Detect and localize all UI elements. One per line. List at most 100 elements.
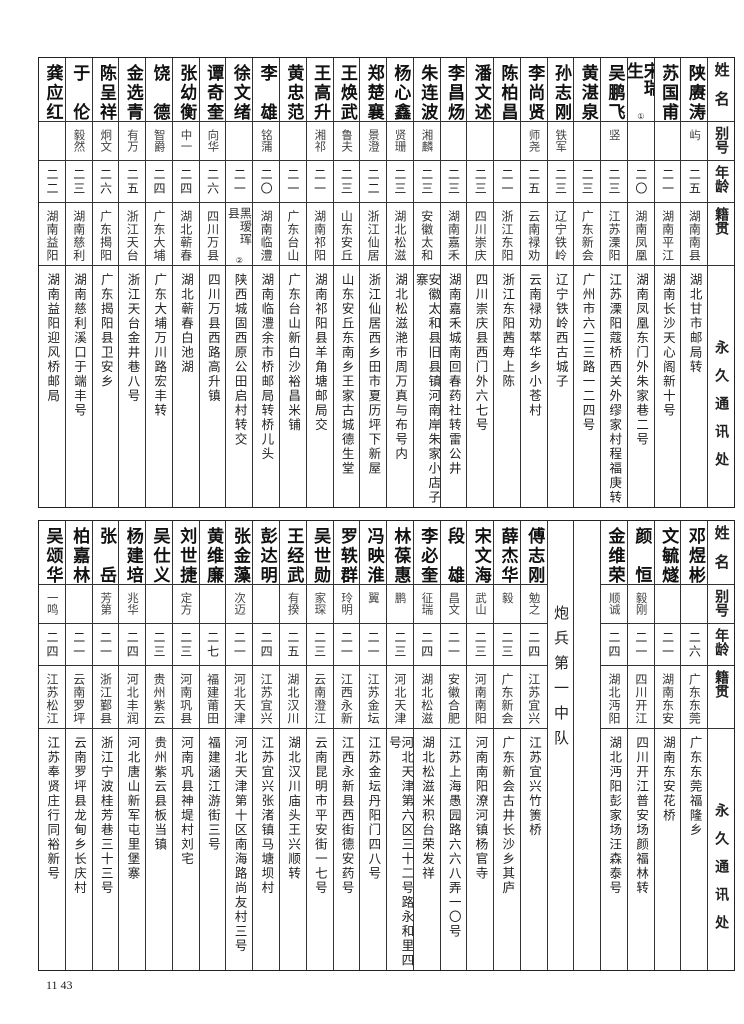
person-name: 薛杰华 [497,526,518,583]
person-native: 广东新会 [499,673,514,725]
native-cell: 浙江仙居 [360,203,387,266]
person-native: 湖北沔阳 [607,673,622,725]
person-age: 二一 [660,168,675,196]
person-name: 李雄 [256,63,277,120]
address-cell: 广东台山新白沙裕昌米铺 [280,266,306,507]
person-name: 谭奇奎 [203,63,224,120]
address-cell: 河北天津第六区三十二号路永和里四号 [387,729,413,970]
person-age: 二三 [152,631,167,659]
person-name: 颜恒 [631,526,652,583]
native-cell: 黑瑷珲县 ② [226,203,253,266]
native-cell: 广东新会 [494,666,520,729]
alias-cell: 定方 [172,585,199,624]
person-age: 二三 [473,168,488,196]
person-address: 湖南东安花桥 [660,736,676,823]
alias-cell: 兆华 [119,585,146,624]
person-native: 江苏宜兴 [526,673,541,725]
native-cell: 湖南益阳 [39,203,65,266]
person-name: 王高升 [310,63,331,120]
person-age: 二三 [553,168,568,196]
person-address: 广东台山新白沙裕昌米铺 [286,273,302,433]
alias-cell: 毅然 [65,122,92,161]
native-cell: 云南澄江 [306,666,333,729]
person-age: 二一 [366,631,381,659]
header-label-name: 姓名 [712,62,731,120]
native-cell: 福建莆田 [199,666,226,729]
person-native: 湖北松滋 [392,210,407,262]
person-column: 黄维廉 二七 福建莆田 福建涵江游街三号 [198,521,226,970]
person-column: 吴仕义 二三 贵州紫云 贵州紫云县板当镇 [145,521,172,970]
age-cell: 二三 [574,161,601,203]
person-alias: 湘祁 [313,129,328,152]
name-cell: 李尚贤 [520,58,547,122]
name-cell: 郑楚襄 [360,58,387,122]
person-alias: 毅然 [72,129,87,152]
native-cell: 江西永新 [333,666,360,729]
alias-cell: 竖 [601,122,627,161]
person-address: 江苏宜兴竹箦桥 [527,736,542,838]
person-name: 柏嘉林 [69,526,90,583]
age-cell: 二四 [520,624,547,666]
alias-cell: 炯文 [92,122,119,161]
native-cell: 湖北沔阳 [601,666,627,729]
person-native: 浙江仙居 [366,210,381,262]
native-cell: 湖南临澧 [253,203,279,266]
person-name: 朱连波 [417,63,438,120]
address-cell: 安徽太和县旧县镇河南岸朱家小店子寨 [414,266,440,507]
person-native: 河北天津 [232,673,247,725]
person-age: 二一 [499,168,514,196]
person-native: 广东新会 [580,210,595,262]
person-address: 江苏金坛丹阳门四八号 [366,736,382,881]
native-cell: 四川开江 [627,666,654,729]
name-cell: 张幼衡 [172,58,199,122]
age-cell: 二四 [413,624,440,666]
person-address: 湖南凤凰东门外朱家巷二号 [634,273,650,447]
native-cell: 江苏宜兴 [520,666,547,729]
person-address: 贵州紫云县板当镇 [152,736,168,852]
person-age: 二一 [232,168,247,196]
native-cell: 四川崇庆 [467,203,494,266]
person-address: 江苏宜兴张渚镇马塘坝村 [259,736,275,896]
person-age: 二〇 [633,168,648,196]
name-cell: 吴世勋 [306,521,333,585]
age-cell: 二一 [494,161,520,203]
person-name: 苏国甫 [658,63,679,120]
person-age: 二二 [44,168,59,196]
person-age: 二五 [526,168,541,196]
person-column: 吴世勋 家琛 二三 云南澄江 云南昆明市平安街一七号 [305,521,333,970]
person-address: 浙江宁波桂芳巷三十三号 [98,736,114,896]
address-cell: 江苏上海愚园路六六八弄一〇号 [441,729,467,970]
person-native: 四川万县 [205,210,220,262]
person-alias: 兆华 [126,592,141,615]
person-address: 河北天津第六区三十二号路永和里四号 [387,736,413,968]
native-cell: 广东新会 [574,203,601,266]
person-age: 二七 [205,631,220,659]
native-cell: 四川万县 [199,203,226,266]
alias-cell: 顺诚 [601,585,627,624]
person-column: 王高升 湘祁 二一 湖南祁阳 湖南祁阳县羊角塘邮局交 [305,58,333,507]
alias-cell: 中一 [172,122,199,161]
age-cell: 二五 [119,161,146,203]
person-name: 饶德 [149,63,170,120]
address-cell: 湖北蕲春白池湖 [173,266,199,507]
name-cell: 龚应红 [39,58,65,122]
person-age: 二〇 [259,168,274,196]
name-cell: 陈呈祥 [92,58,119,122]
native-cell: 湖南祁阳 [306,203,333,266]
person-column: 李尚贤 师尧 二五 云南禄劝 云南禄劝萃华乡小苍村 [519,58,547,507]
person-name: 罗轶群 [336,526,357,583]
person-column: 张金藻 次迈 二一 河北天津 河北天津第十区南海路尚友村三号 [225,521,253,970]
age-cell: 二一 [226,161,253,203]
person-age: 二三 [473,631,488,659]
person-alias: 有万 [126,129,141,152]
alias-cell: 景澄 [360,122,387,161]
name-cell: 金选青 [119,58,146,122]
person-address: 湖南祁阳县羊角塘邮局交 [312,273,328,433]
age-cell: 二四 [39,624,65,666]
page-number: 11 43 [46,978,73,992]
person-name: 张金藻 [229,526,250,583]
native-cell: 广东台山 [279,203,306,266]
header-cell-age: 年龄 [708,624,734,666]
alias-cell: 玲明 [333,585,360,624]
address-cell: 浙江东阳茜寿上陈 [494,266,520,507]
